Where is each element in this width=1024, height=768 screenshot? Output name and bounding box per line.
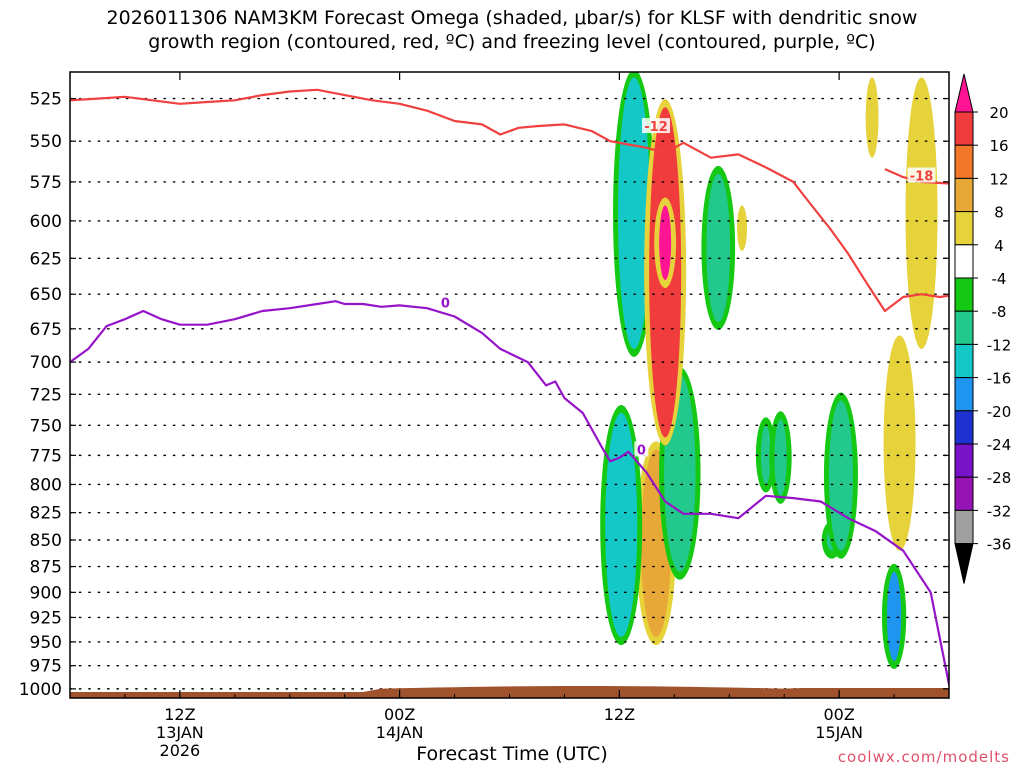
omega-shade [905,77,938,349]
y-tick-label: 675 [30,320,62,340]
x-tick-label: 00Z [384,705,415,724]
contour-label: 0 [441,297,450,312]
x-axis-label: Forecast Time (UTC) [416,743,608,765]
y-tick-label: 700 [30,353,62,373]
colorbar-bin [954,377,974,412]
x-tick-label: 2026 [160,741,201,760]
colorbar-bin [954,211,974,246]
colorbar-tick-label: -20 [987,403,1012,421]
colorbar-bin [954,310,974,345]
omega-shade [865,77,879,158]
omega-shade [883,335,916,551]
contour-label-bg [438,294,453,310]
colorbar-cap-top [954,73,974,113]
contour-label: -18 [910,170,934,185]
colorbar-tick-label: 12 [989,170,1008,188]
x-tick-label: 14JAN [376,723,424,742]
y-tick-label: 750 [30,416,62,436]
colorbar-bin [954,509,974,545]
colorbar-bin [954,144,974,179]
colorbar-bin [954,343,974,379]
colorbar-tick-label: -4 [992,270,1007,288]
y-tick-label: 875 [30,558,62,578]
contour-label: -12 [992,288,1016,303]
y-tick-label: 900 [30,583,62,603]
x-tick-label: 15JAN [815,723,863,742]
x-tick-label: 00Z [823,705,854,724]
omega-shade [618,77,651,349]
watermark: coolwx.com/modelts [837,748,1010,766]
y-tick-label: 625 [30,249,62,269]
contour-label: 0 [637,443,646,458]
y-tick-label: 1000 [19,680,62,700]
y-tick-label: 775 [30,446,62,466]
colorbar-tick-label: -36 [987,536,1012,554]
colorbar-tick-label: -8 [992,303,1007,321]
colorbar-tick-label: 20 [989,104,1008,122]
y-tick-label: 925 [30,608,62,628]
omega-shade [737,205,748,251]
omega-shade [706,173,731,322]
plot-area: -12 -18 -12 0 0 [70,72,1018,698]
plot-frame [69,71,950,699]
omega-shade [828,400,853,551]
contour-label-bg [990,286,1018,301]
colorbar-tick-label: -28 [987,469,1012,487]
y-tick-label: 975 [30,657,62,677]
colorbar-tick-label: 16 [989,137,1008,155]
colorbar-bin [954,177,974,213]
contour-line [70,300,949,686]
chart-title: 2026011306 NAM3KM Forecast Omega (shaded… [106,7,918,53]
colorbar-bin [954,443,974,478]
y-tick-label: 950 [30,633,62,653]
contour-line [70,88,949,313]
contour-label-bg [907,167,936,183]
colorbar-bin [954,244,974,279]
y-tick-label: 550 [30,132,62,152]
y-tick-label: 575 [30,173,62,193]
colorbar-bin [954,111,974,146]
y-tick-label: 825 [30,504,62,524]
colorbar-tick-label: 4 [994,237,1004,255]
colorbar-bin [954,410,974,445]
y-tick-label: 600 [30,212,62,232]
colorbar-bin [954,476,974,511]
y-tick-label: 525 [30,90,62,110]
contour-line [884,168,949,185]
x-tick-label: 13JAN [156,723,204,742]
colorbar-tick-label: 8 [994,204,1004,222]
contour-label-bg [642,118,670,134]
omega-shade [605,413,638,638]
y-tick-label: 650 [30,285,62,305]
omega-shade [659,205,672,281]
colorbar-tick-label: -16 [987,370,1012,388]
x-tick-label: 12Z [604,705,635,724]
colorbar-tick-label: -32 [987,502,1012,520]
colorbar-cap-bottom [954,543,974,584]
contour-label-bg [634,441,649,457]
contour-label: -12 [644,120,668,135]
colorbar-tick-label: -24 [987,436,1012,454]
y-tick-label: 850 [30,531,62,551]
colorbar-bin [954,277,974,312]
omega-shade [886,571,902,661]
y-tick-label: 800 [30,475,62,495]
y-tick-label: 725 [30,385,62,405]
omega-shade [774,419,787,496]
x-tick-label: 12Z [164,705,195,724]
colorbar-tick-label: -12 [987,336,1012,354]
